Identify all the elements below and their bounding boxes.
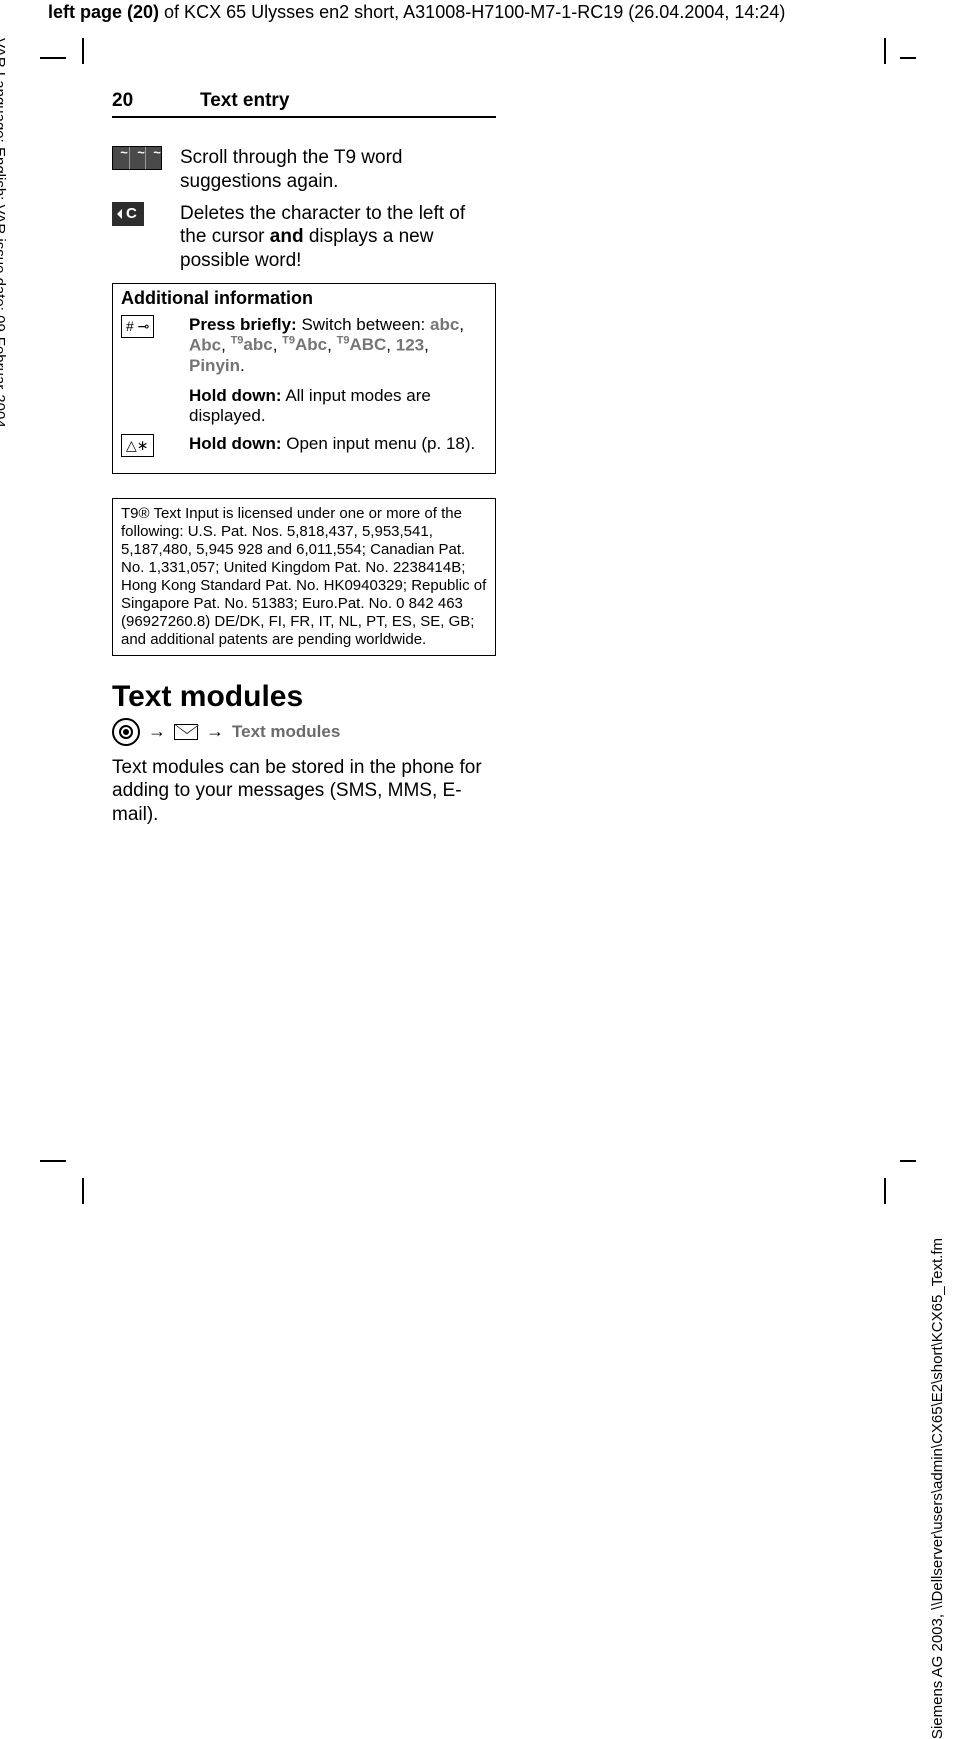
info-row-hash: # ⊸ Press briefly: Switch between: abc, … bbox=[121, 315, 487, 426]
doc-header: left page (20) of KCX 65 Ulysses en2 sho… bbox=[48, 2, 785, 23]
key-icon-col: C bbox=[112, 202, 180, 273]
info-hash-text: Press briefly: Switch between: abc, Abc,… bbox=[189, 315, 487, 426]
crop-mark bbox=[82, 38, 84, 64]
hash-key-icon: # ⊸ bbox=[121, 315, 154, 338]
info-row-star: △∗ Hold down: Open input menu (p. 18). bbox=[121, 434, 487, 457]
crop-mark bbox=[884, 38, 886, 64]
crop-mark bbox=[40, 1160, 66, 1162]
press-briefly-label: Press briefly: bbox=[189, 315, 297, 334]
right-side-text: Siemens AG 2003, \\Dellserver\users\admi… bbox=[929, 1238, 946, 1739]
chapter-title: Text entry bbox=[200, 90, 289, 112]
envelope-icon bbox=[174, 724, 198, 740]
arrow-icon: → bbox=[206, 721, 224, 742]
chapter-header: 20 Text entry bbox=[112, 90, 496, 118]
page-number: 20 bbox=[112, 90, 200, 112]
switch-between-text: Switch between: bbox=[297, 315, 430, 334]
crop-mark bbox=[82, 1178, 84, 1204]
mode-pinyin: Pinyin bbox=[189, 356, 240, 375]
info-star-text: Hold down: Open input menu (p. 18). bbox=[189, 434, 475, 457]
star-key-icon: △∗ bbox=[121, 434, 154, 457]
crop-mark bbox=[884, 1178, 886, 1204]
page-content: 20 Text entry ~1~2~3 Scroll through the … bbox=[112, 90, 496, 827]
additional-info-box: Additional information # ⊸ Press briefly… bbox=[112, 283, 496, 474]
key-icon-col: ~1~2~3 bbox=[112, 146, 180, 194]
mode-abc: abc bbox=[430, 315, 459, 334]
key-icon-col: # ⊸ bbox=[121, 315, 189, 426]
mode-t9ABC: ABC bbox=[349, 335, 386, 354]
hold-down-text-2: Open input menu (p. 18). bbox=[282, 434, 476, 453]
header-doc-title: of KCX 65 Ulysses en2 short, A31008-H710… bbox=[164, 2, 785, 22]
license-box: T9® Text Input is licensed under one or … bbox=[112, 498, 496, 656]
left-side-text: VAR Language: English; VAR issue date: 0… bbox=[0, 38, 8, 428]
section-heading: Text modules bbox=[112, 680, 496, 714]
section-paragraph: Text modules can be stored in the phone … bbox=[112, 756, 496, 827]
key-clear-icon: C bbox=[112, 202, 144, 226]
key-icon-col: △∗ bbox=[121, 434, 189, 457]
key-scroll-text: Scroll through the T9 word suggestions a… bbox=[180, 146, 496, 194]
nav-text-modules-label: Text modules bbox=[232, 722, 340, 742]
arrow-icon: → bbox=[148, 721, 166, 742]
key-row-scroll: ~1~2~3 Scroll through the T9 word sugges… bbox=[112, 146, 496, 194]
hold-down-label-2: Hold down: bbox=[189, 434, 282, 453]
mode-t9abc: abc bbox=[243, 335, 272, 354]
nav-joystick-icon bbox=[112, 718, 140, 746]
hold-down-label-1: Hold down: bbox=[189, 386, 282, 405]
crop-mark bbox=[900, 57, 916, 59]
key-delete-text: Deletes the character to the left of the… bbox=[180, 202, 496, 273]
header-page-label: left page (20) bbox=[48, 2, 159, 22]
key-row-delete: C Deletes the character to the left of t… bbox=[112, 202, 496, 273]
crop-mark bbox=[40, 57, 66, 59]
mode-Abc: Abc bbox=[189, 335, 221, 354]
key-123-icon: ~1~2~3 bbox=[112, 146, 162, 170]
crop-mark bbox=[900, 1160, 916, 1162]
info-box-title: Additional information bbox=[121, 288, 487, 309]
mode-t9Abc: Abc bbox=[295, 335, 327, 354]
mode-123: 123 bbox=[396, 335, 424, 354]
nav-path: → → Text modules bbox=[112, 718, 496, 746]
key-delete-and: and bbox=[270, 226, 304, 247]
